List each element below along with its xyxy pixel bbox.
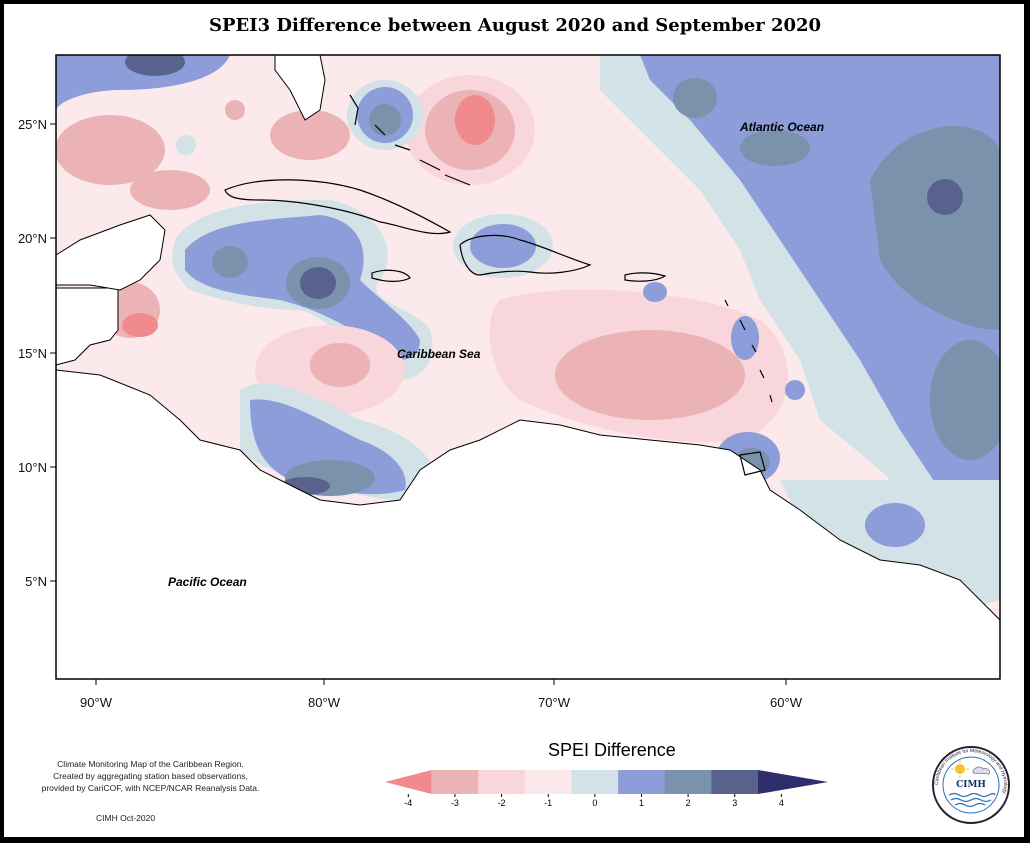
y-tick-labels: 25°N 20°N 15°N 10°N 5°N	[18, 117, 47, 589]
logo-text: CIMH	[956, 780, 986, 790]
sun-icon	[951, 760, 969, 778]
plot-border	[55, 54, 1001, 680]
legend-title: SPEI Difference	[548, 740, 676, 760]
y-tick-5n: 5°N	[25, 574, 47, 589]
label-caribbean-sea: Caribbean Sea	[397, 347, 481, 361]
label-pacific-ocean: Pacific Ocean	[168, 575, 247, 589]
axis-ticks	[50, 123, 787, 685]
cloud-icon	[972, 766, 990, 775]
label-atlantic-ocean: Atlantic Ocean	[739, 120, 824, 134]
x-tick-80w: 80°W	[308, 695, 341, 710]
x-tick-60w: 60°W	[770, 695, 803, 710]
y-tick-25n: 25°N	[18, 117, 47, 132]
land	[55, 54, 1001, 680]
cimh-logo: CIMH Caribbean Institute for Meteorology…	[932, 746, 1010, 824]
y-tick-20n: 20°N	[18, 231, 47, 246]
x-tick-70w: 70°W	[538, 695, 571, 710]
map-title: SPEI3 Difference between August 2020 and…	[208, 15, 822, 36]
footnote-line: Created by aggregating station based obs…	[53, 771, 248, 781]
island-outlines	[224, 94, 773, 476]
footnote-line: Climate Monitoring Map of the Caribbean …	[57, 759, 244, 769]
footnote-line: provided by CariCOF, with NCEP/NCAR Rean…	[41, 783, 260, 793]
footnote: Climate Monitoring Map of the Caribbean …	[38, 758, 263, 794]
y-tick-15n: 15°N	[18, 346, 47, 361]
y-tick-10n: 10°N	[18, 460, 47, 475]
credit-text: CIMH Oct-2020	[96, 813, 156, 823]
x-tick-90w: 90°W	[80, 695, 113, 710]
waves-icon	[948, 792, 996, 808]
x-tick-labels: 90°W 80°W 70°W 60°W	[80, 695, 803, 710]
